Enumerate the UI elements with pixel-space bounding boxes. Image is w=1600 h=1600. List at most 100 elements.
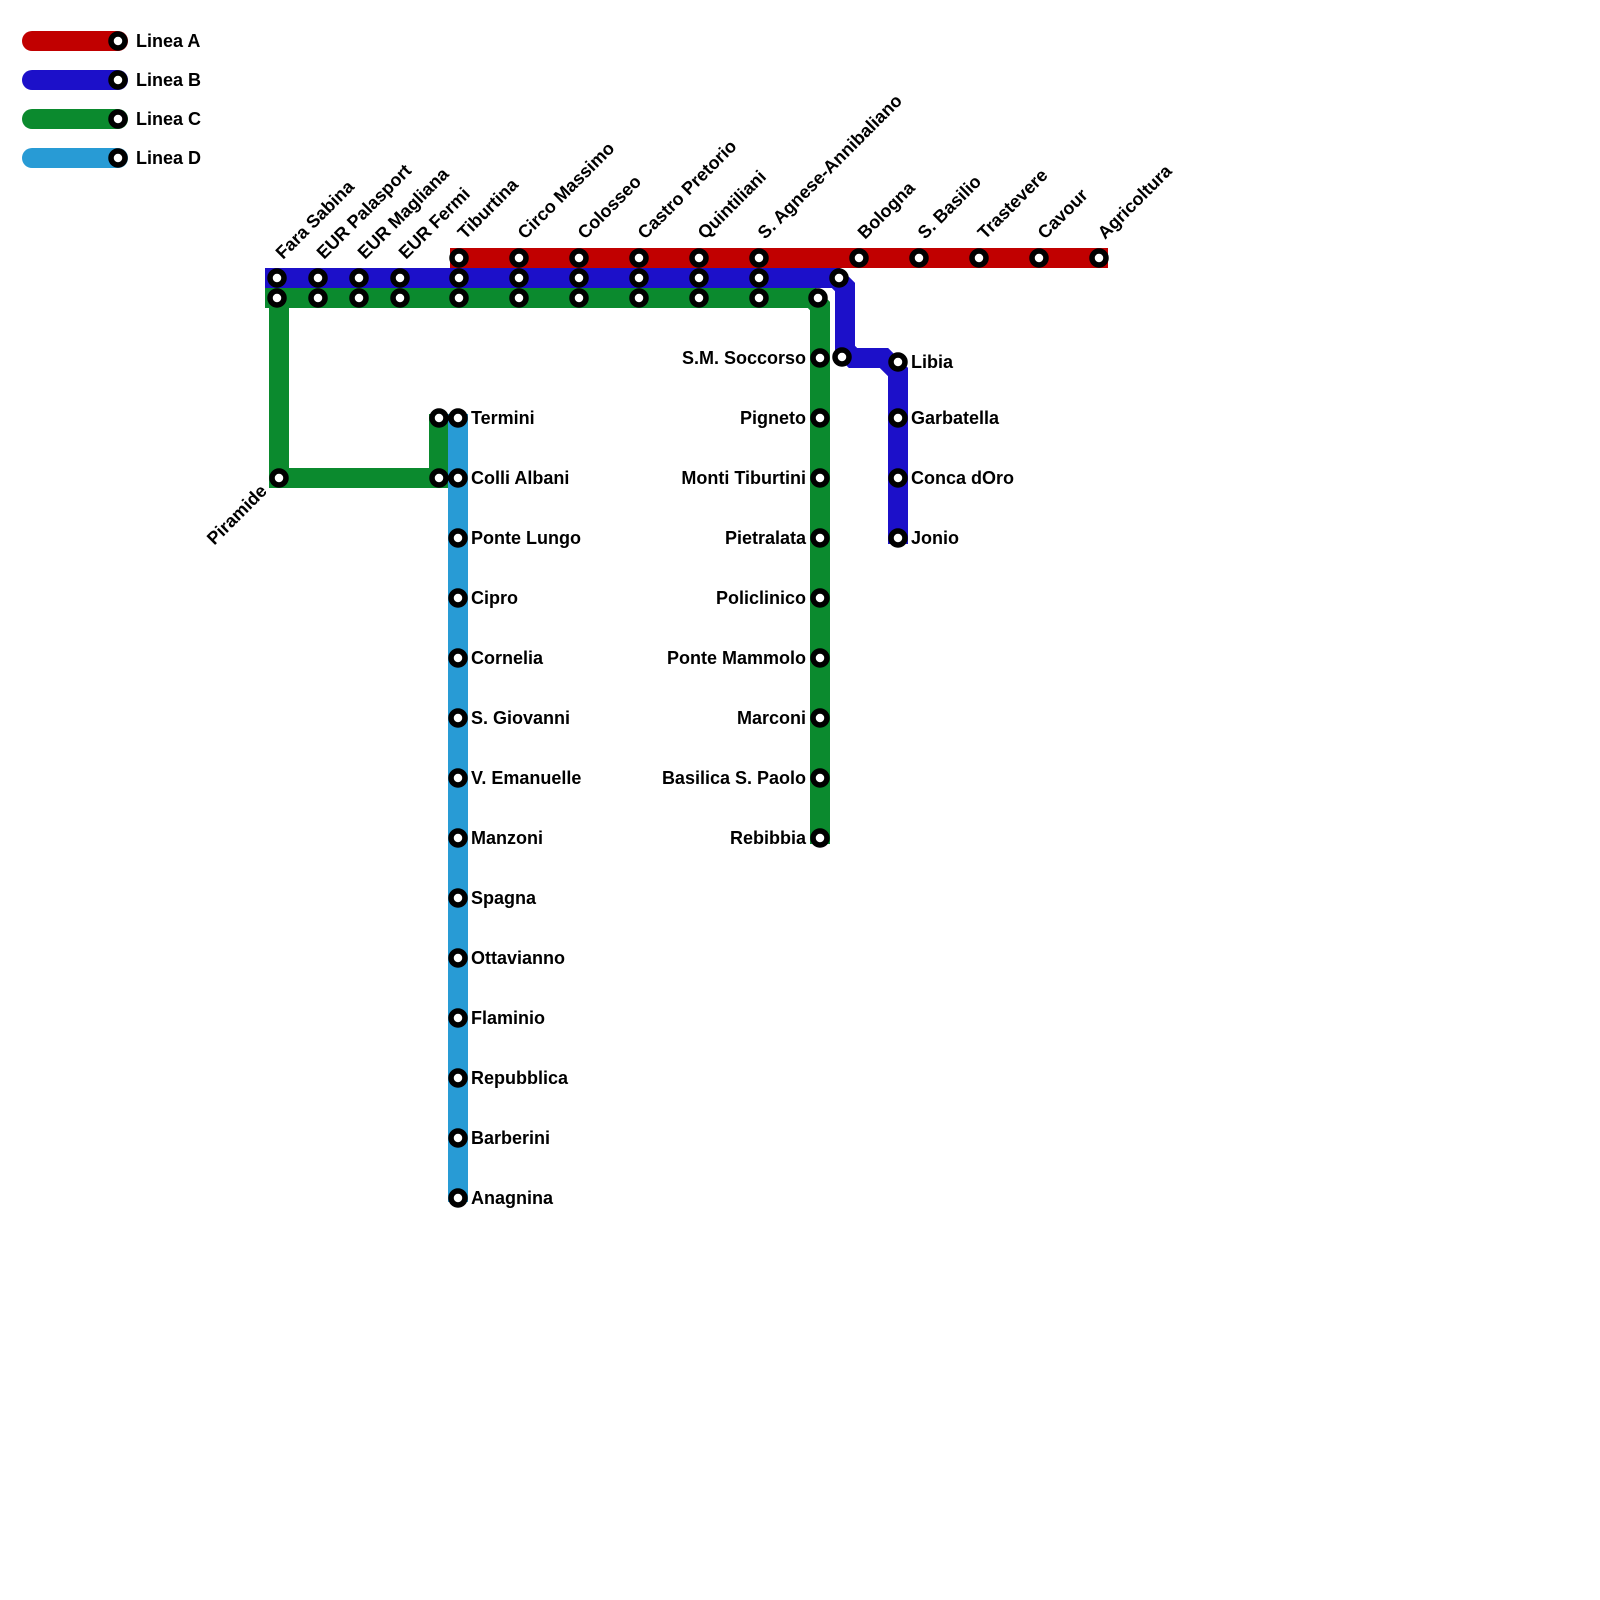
station-jonio: Jonio — [888, 528, 959, 548]
station-dot — [810, 528, 830, 548]
station-conca-doro: Conca dOro — [888, 468, 1014, 488]
station-repubblica: Repubblica — [448, 1068, 569, 1088]
station-dot — [629, 268, 649, 288]
legend-item-linea-a: Linea A — [22, 31, 200, 51]
station-termini: Termini — [429, 408, 535, 428]
station-dot — [810, 468, 830, 488]
station-label: Libia — [911, 352, 954, 372]
station-dot — [448, 468, 468, 488]
station-s-m-soccorso: S.M. Soccorso — [682, 347, 852, 368]
station-label: Cipro — [471, 588, 518, 608]
station-label: Basilica S. Paolo — [662, 768, 806, 788]
station-label: Anagnina — [471, 1188, 554, 1208]
station-dot — [749, 288, 769, 308]
station-libia: Libia — [888, 352, 954, 372]
station-ponte-mammolo: Ponte Mammolo — [667, 648, 830, 668]
station-dot — [849, 248, 869, 268]
station-monti-tiburtini: Monti Tiburtini — [681, 468, 830, 488]
station-dot — [810, 828, 830, 848]
station-dot — [308, 288, 328, 308]
station-label: Manzoni — [471, 828, 543, 848]
station-label: Cornelia — [471, 648, 544, 668]
station-label: S.M. Soccorso — [682, 348, 806, 368]
station-dot — [267, 288, 287, 308]
station-dot — [629, 288, 649, 308]
station-dot — [689, 288, 709, 308]
station-rebibbia: Rebibbia — [730, 828, 830, 848]
station-dot — [629, 248, 649, 268]
station-pietralata: Pietralata — [725, 528, 830, 548]
station-dot — [448, 768, 468, 788]
station-dot — [429, 468, 449, 488]
station-dot — [569, 288, 589, 308]
station-dot — [689, 268, 709, 288]
station-dot — [810, 708, 830, 728]
station-cipro: Cipro — [448, 588, 518, 608]
legend-station-dot — [108, 148, 128, 168]
legend-item-linea-c: Linea C — [22, 109, 201, 129]
station-dot — [909, 248, 929, 268]
station-ponte-lungo: Ponte Lungo — [448, 528, 581, 548]
station-dot — [1029, 248, 1049, 268]
station-label: Rebibbia — [730, 828, 807, 848]
station-dot — [448, 948, 468, 968]
station-label: Garbatella — [911, 408, 1000, 428]
station-dot — [448, 888, 468, 908]
station-dot — [810, 768, 830, 788]
station-dot — [267, 268, 287, 288]
station-dot — [810, 348, 830, 368]
station-label: Ottavianno — [471, 948, 565, 968]
station-dot — [448, 648, 468, 668]
station-label: V. Emanuelle — [471, 768, 581, 788]
station-dot — [448, 1008, 468, 1028]
station-label: S. Giovanni — [471, 708, 570, 728]
station-barberini: Barberini — [448, 1128, 550, 1148]
legend: Linea A Linea B Linea C Linea D — [22, 31, 201, 168]
station-dot — [569, 268, 589, 288]
station-spagna: Spagna — [448, 888, 537, 908]
station-dot — [448, 828, 468, 848]
station-dot — [888, 352, 908, 372]
station-label: Colli Albani — [471, 468, 569, 488]
station-flaminio: Flaminio — [448, 1008, 545, 1028]
station-label: Marconi — [737, 708, 806, 728]
station-dot — [448, 1068, 468, 1088]
legend-station-dot — [108, 109, 128, 129]
station-dot — [449, 268, 469, 288]
station-garbatella: Garbatella — [888, 408, 1000, 428]
station-dot — [808, 288, 828, 308]
legend-station-dot — [108, 31, 128, 51]
station-dot — [349, 288, 369, 308]
station-dot — [509, 248, 529, 268]
station-dot — [448, 1128, 468, 1148]
station-label: Jonio — [911, 528, 959, 548]
station-dot — [269, 468, 289, 488]
station-dot — [888, 468, 908, 488]
station-dot — [449, 248, 469, 268]
station-dot — [969, 248, 989, 268]
station-dot — [1089, 248, 1109, 268]
station-dot — [448, 408, 468, 428]
station-label: Pigneto — [740, 408, 806, 428]
station-dot — [832, 347, 852, 367]
station-dot — [448, 1188, 468, 1208]
station-v-emanuelle: V. Emanuelle — [448, 768, 581, 788]
station-label: Policlinico — [716, 588, 806, 608]
station-dot — [689, 248, 709, 268]
station-dot — [308, 268, 328, 288]
station-label: Conca dOro — [911, 468, 1014, 488]
legend-label: Linea D — [136, 148, 201, 168]
station-dot — [448, 528, 468, 548]
station-dot — [390, 268, 410, 288]
station-label: Monti Tiburtini — [681, 468, 806, 488]
station-policlinico: Policlinico — [716, 588, 830, 608]
station-dot — [749, 248, 769, 268]
station-s-giovanni: S. Giovanni — [448, 708, 570, 728]
station-dot — [509, 268, 529, 288]
station-anagnina: Anagnina — [448, 1188, 554, 1208]
station-dot — [449, 288, 469, 308]
station-dot — [509, 288, 529, 308]
station-label: Repubblica — [471, 1068, 569, 1088]
